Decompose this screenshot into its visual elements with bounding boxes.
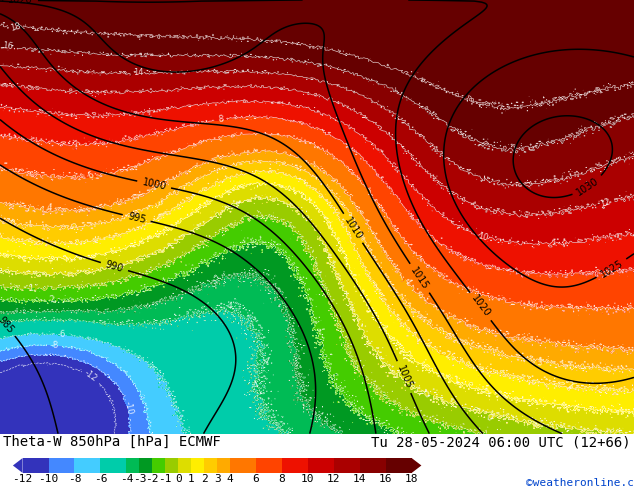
Text: 0: 0: [485, 413, 494, 423]
Text: 10: 10: [301, 474, 314, 484]
Text: 1020: 1020: [8, 0, 33, 5]
Text: 0: 0: [175, 474, 181, 484]
Text: 8: 8: [278, 474, 285, 484]
Text: -12: -12: [82, 368, 99, 384]
Text: 2: 2: [567, 381, 574, 391]
Text: -8: -8: [50, 341, 58, 350]
Bar: [191, 458, 204, 473]
Text: 1015: 1015: [409, 265, 430, 291]
Text: 1025: 1025: [598, 258, 625, 279]
Text: 0: 0: [605, 428, 612, 438]
Text: -6: -6: [94, 474, 107, 484]
Text: 1020: 1020: [469, 294, 492, 319]
FancyArrow shape: [13, 458, 23, 473]
Text: -3: -3: [209, 280, 218, 290]
Text: Theta-W 850hPa [hPa] ECMWF: Theta-W 850hPa [hPa] ECMWF: [3, 435, 221, 449]
Text: Tu 28-05-2024 06:00 UTC (12+66): Tu 28-05-2024 06:00 UTC (12+66): [371, 435, 631, 449]
Text: -4: -4: [260, 355, 271, 367]
Text: 1: 1: [483, 386, 492, 396]
Text: -3: -3: [133, 474, 146, 484]
Text: -4: -4: [224, 301, 233, 311]
Text: 1: 1: [188, 474, 195, 484]
Text: 12: 12: [327, 474, 340, 484]
Bar: [230, 458, 256, 473]
Bar: [359, 458, 385, 473]
Bar: [23, 458, 49, 473]
Text: 3: 3: [536, 358, 542, 368]
Bar: [256, 458, 282, 473]
Bar: [139, 458, 152, 473]
Text: 16: 16: [379, 474, 392, 484]
Text: 3: 3: [152, 199, 162, 207]
Bar: [100, 458, 126, 473]
Text: 14: 14: [353, 474, 366, 484]
Text: -4: -4: [250, 380, 261, 391]
Text: 18: 18: [405, 474, 418, 484]
Bar: [165, 458, 178, 473]
Text: ©weatheronline.co.uk: ©weatheronline.co.uk: [526, 478, 634, 488]
Text: 985: 985: [0, 315, 16, 335]
Text: 14: 14: [133, 68, 144, 77]
Bar: [204, 458, 217, 473]
Text: -10: -10: [123, 400, 134, 416]
Text: 4: 4: [401, 276, 412, 285]
Text: 3: 3: [214, 474, 221, 484]
Text: 12: 12: [599, 197, 612, 209]
Bar: [49, 458, 75, 473]
Text: -1: -1: [158, 474, 172, 484]
Text: 10: 10: [477, 231, 489, 243]
Bar: [308, 458, 334, 473]
Text: 16: 16: [2, 41, 14, 51]
Text: 4: 4: [227, 474, 233, 484]
Bar: [334, 458, 360, 473]
Text: 18: 18: [10, 21, 22, 32]
Bar: [282, 458, 308, 473]
Text: -2: -2: [48, 294, 58, 305]
Text: -4: -4: [120, 474, 133, 484]
Text: 1: 1: [453, 375, 460, 385]
Text: 2: 2: [444, 350, 451, 361]
Text: 0: 0: [610, 429, 620, 437]
Bar: [217, 458, 230, 473]
Bar: [178, 458, 191, 473]
Text: -2: -2: [146, 474, 159, 484]
Text: -12: -12: [13, 474, 33, 484]
Bar: [152, 458, 165, 473]
FancyArrow shape: [411, 458, 422, 473]
Bar: [75, 458, 100, 473]
Text: 2: 2: [201, 474, 207, 484]
Text: 1000: 1000: [141, 177, 167, 192]
Bar: [385, 458, 411, 473]
Text: -6: -6: [58, 330, 67, 339]
Text: 6: 6: [86, 171, 95, 181]
Text: 990: 990: [104, 259, 125, 274]
Text: -10: -10: [39, 474, 59, 484]
Text: 8: 8: [217, 115, 224, 124]
Text: 1005: 1005: [394, 364, 413, 391]
Bar: [126, 458, 139, 473]
Text: 4: 4: [46, 203, 52, 213]
Text: 0: 0: [424, 390, 432, 400]
Text: 1010: 1010: [342, 215, 364, 241]
Text: -1: -1: [26, 284, 34, 293]
Text: -8: -8: [68, 474, 81, 484]
Text: 1030: 1030: [575, 176, 601, 197]
Text: 995: 995: [127, 211, 147, 225]
Text: 6: 6: [253, 474, 259, 484]
